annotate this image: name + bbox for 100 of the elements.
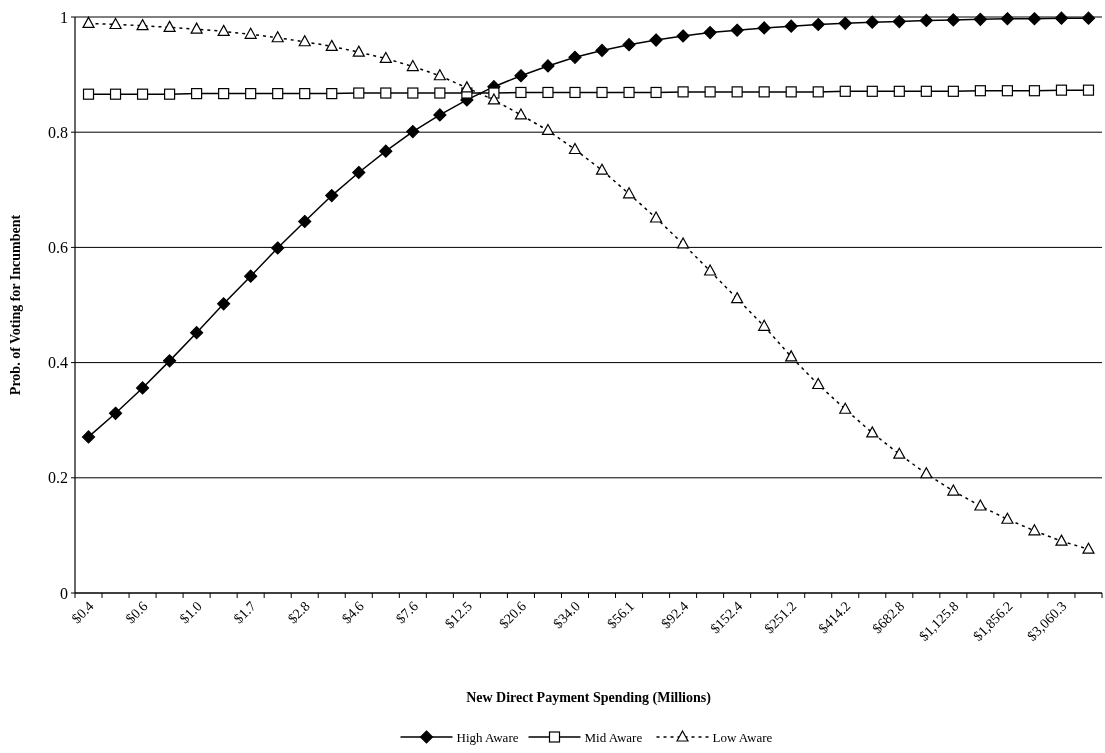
point: [191, 88, 203, 100]
point: [190, 326, 204, 340]
y-tick-label: 0: [60, 584, 68, 602]
point: [1082, 542, 1095, 554]
point: [1028, 85, 1041, 97]
point: [947, 484, 960, 496]
point: [81, 430, 96, 444]
point: [190, 22, 203, 34]
point: [271, 241, 285, 255]
point: [108, 406, 123, 420]
point: [1055, 84, 1068, 96]
point: [676, 29, 690, 43]
point: [353, 87, 365, 99]
point: [812, 86, 824, 98]
point: [163, 88, 176, 100]
point: [730, 23, 744, 37]
point: [811, 17, 825, 32]
point: [109, 88, 122, 100]
point: [704, 264, 717, 276]
point: [406, 59, 419, 72]
point: [649, 33, 663, 47]
x-tick-label: $1.7: [230, 598, 259, 627]
y-tick-label: 0.6: [48, 239, 68, 256]
point: [487, 93, 501, 105]
x-tick-label: $0.4: [68, 598, 97, 627]
point: [649, 211, 663, 223]
point: [704, 86, 716, 98]
point: [1028, 524, 1041, 536]
point: [839, 85, 851, 97]
point: [731, 292, 744, 304]
point: [244, 27, 257, 39]
x-tick-label: $0.6: [122, 598, 151, 627]
point: [650, 86, 662, 99]
point: [892, 15, 906, 29]
point: [703, 25, 717, 40]
point: [245, 88, 257, 100]
y-tick-label: 0.2: [48, 469, 68, 487]
x-tick-label: $7.6: [393, 598, 421, 627]
point: [515, 86, 527, 99]
x-tick-label: $1.0: [176, 598, 205, 627]
point: [433, 108, 447, 122]
point: [298, 214, 312, 229]
point: [1081, 11, 1096, 25]
point: [866, 85, 878, 97]
point: [379, 144, 393, 158]
point: [946, 13, 960, 27]
y-axis-title: Prob. of Voting for Incumbent: [8, 214, 23, 396]
point: [974, 85, 986, 97]
point: [325, 39, 338, 51]
point: [136, 88, 149, 100]
point: [541, 59, 555, 73]
point: [677, 86, 689, 98]
point: [596, 86, 608, 99]
point: [298, 35, 311, 47]
point: [135, 381, 150, 395]
point: [326, 88, 338, 100]
point: [407, 87, 419, 99]
point: [676, 237, 690, 249]
point: [325, 188, 339, 203]
x-tick-label: $4.6: [338, 598, 367, 627]
point: [865, 15, 879, 29]
point: [839, 402, 852, 414]
point: [569, 86, 581, 99]
x-tick-label: $2.8: [284, 598, 313, 627]
point: [379, 51, 392, 64]
point: [542, 86, 554, 99]
point: [109, 17, 122, 30]
point: [623, 86, 635, 99]
point: [785, 86, 797, 98]
point: [785, 350, 798, 362]
point: [217, 297, 231, 311]
point: [812, 377, 825, 390]
point: [758, 86, 770, 98]
point: [514, 108, 528, 120]
point: [784, 19, 798, 33]
point: [731, 86, 743, 98]
point: [758, 319, 771, 331]
point: [1001, 85, 1014, 97]
point: [218, 88, 230, 100]
y-tick-label: 0.4: [48, 354, 68, 372]
point: [595, 43, 609, 58]
point: [541, 123, 555, 136]
point: [1055, 534, 1068, 546]
point: [434, 87, 446, 99]
point: [974, 499, 987, 511]
point: [460, 81, 473, 93]
legend-label: Mid Aware: [584, 729, 643, 745]
point: [866, 426, 879, 438]
point: [920, 85, 932, 97]
point: [893, 85, 905, 97]
point: [1054, 11, 1069, 25]
point: [82, 88, 95, 100]
point: [1001, 512, 1014, 524]
point: [514, 69, 528, 83]
point: [973, 12, 987, 26]
legend-label: High Aware: [456, 729, 519, 745]
point: [893, 447, 906, 459]
point: [1082, 84, 1095, 96]
point: [162, 354, 177, 368]
point: [947, 85, 959, 97]
